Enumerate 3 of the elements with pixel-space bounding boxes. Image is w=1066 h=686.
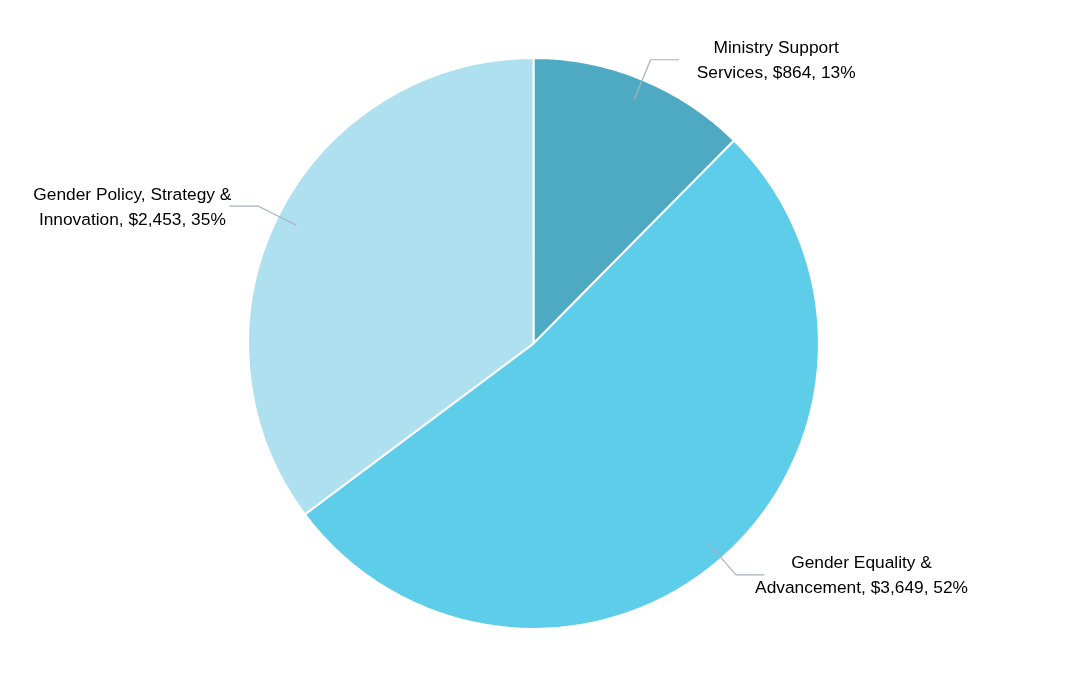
- slice-label: Ministry Support Services, $864, 13%: [696, 37, 856, 83]
- slice-label: Gender Policy, Strategy & Innovation, $2,453, 35%: [33, 183, 232, 229]
- slice-label: Gender Equality & Advancement, $3,649, 52%: [755, 552, 968, 598]
